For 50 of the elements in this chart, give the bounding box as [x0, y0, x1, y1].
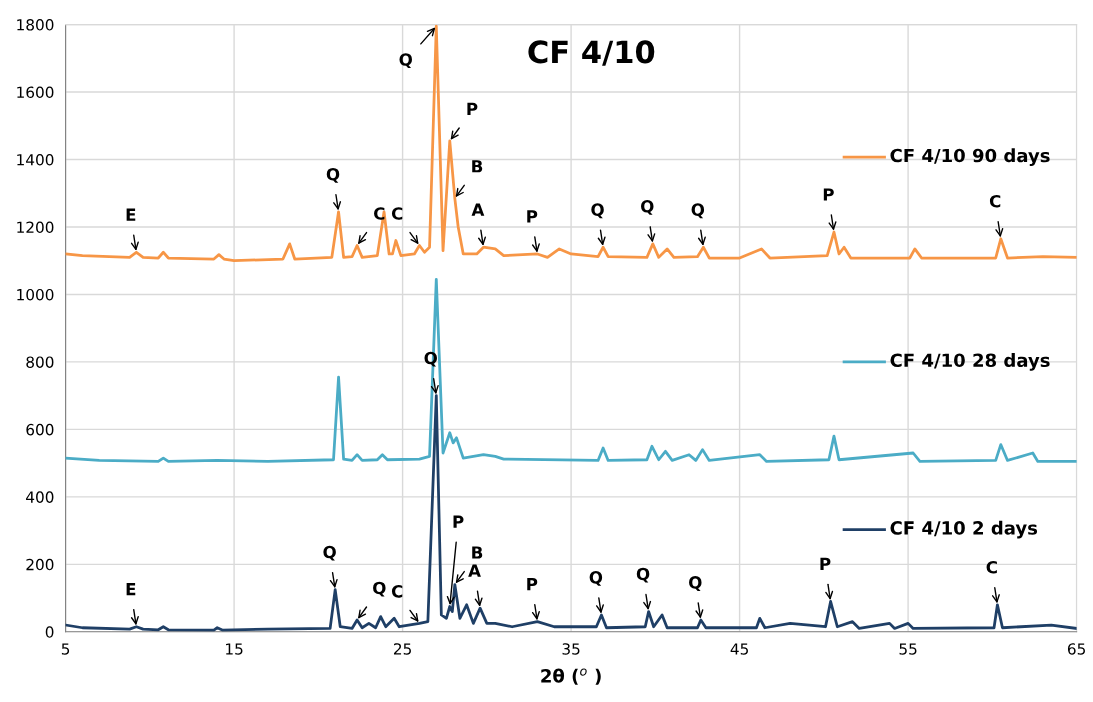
- y-tick-label: 400: [26, 491, 54, 503]
- annotation: Q: [636, 567, 650, 583]
- x-tick-label: 45: [730, 643, 748, 655]
- annotation: P: [453, 515, 464, 528]
- annotation: C: [391, 207, 403, 220]
- y-tick-label: 0: [45, 626, 54, 638]
- legend-label: CF 4/10 90 days: [890, 148, 1050, 166]
- annotation: Q: [591, 203, 604, 219]
- annotation: Q: [641, 199, 654, 215]
- y-tick-label: 1400: [17, 153, 54, 166]
- y-tick-label: 1600: [17, 86, 54, 99]
- annotation: Q: [589, 571, 603, 586]
- annotation: P: [823, 188, 834, 201]
- annotation: Q: [373, 581, 386, 597]
- y-tick-label: 200: [26, 558, 54, 571]
- annotation: P: [820, 557, 831, 570]
- annotation: C: [986, 560, 997, 574]
- annotation: P: [467, 102, 478, 115]
- annotation: C: [391, 585, 403, 598]
- y-tick-label: 600: [26, 423, 54, 436]
- annotation: E: [126, 208, 136, 221]
- annotation: Q: [326, 167, 340, 183]
- annotation: P: [527, 578, 538, 591]
- annotation: Q: [399, 53, 412, 69]
- x-tick-label: 15: [226, 643, 243, 655]
- y-tick-label: 1800: [17, 19, 54, 31]
- legend-label: CF 4/10 2 days: [890, 520, 1038, 539]
- annotation: B: [472, 546, 483, 559]
- annotation: Q: [323, 545, 336, 561]
- annotation: C: [989, 194, 1001, 208]
- annotation: C: [374, 207, 385, 220]
- annotation: A: [471, 203, 485, 216]
- x-tick-label: 55: [899, 643, 917, 655]
- annotation: B: [472, 160, 483, 173]
- x-axis-title: 2θ ($^{o}$ ): [541, 668, 601, 685]
- y-tick-label: 1200: [17, 221, 54, 233]
- annotation: A: [468, 564, 481, 577]
- x-tick-label: 5: [61, 643, 70, 655]
- annotation: Q: [691, 203, 705, 219]
- annotation: P: [527, 210, 538, 223]
- x-tick-label: 35: [562, 643, 580, 655]
- annotation: Q: [689, 576, 702, 591]
- x-tick-label: 65: [1067, 643, 1085, 655]
- legend-label: CF 4/10 28 days: [890, 353, 1050, 371]
- y-tick-label: 1000: [17, 288, 54, 301]
- y-tick-label: 800: [26, 356, 54, 368]
- chart-title: CF 4/10: [528, 40, 655, 66]
- line-series: [65, 277, 1077, 463]
- x-tick-label: 25: [393, 643, 411, 655]
- annotation: E: [126, 583, 136, 596]
